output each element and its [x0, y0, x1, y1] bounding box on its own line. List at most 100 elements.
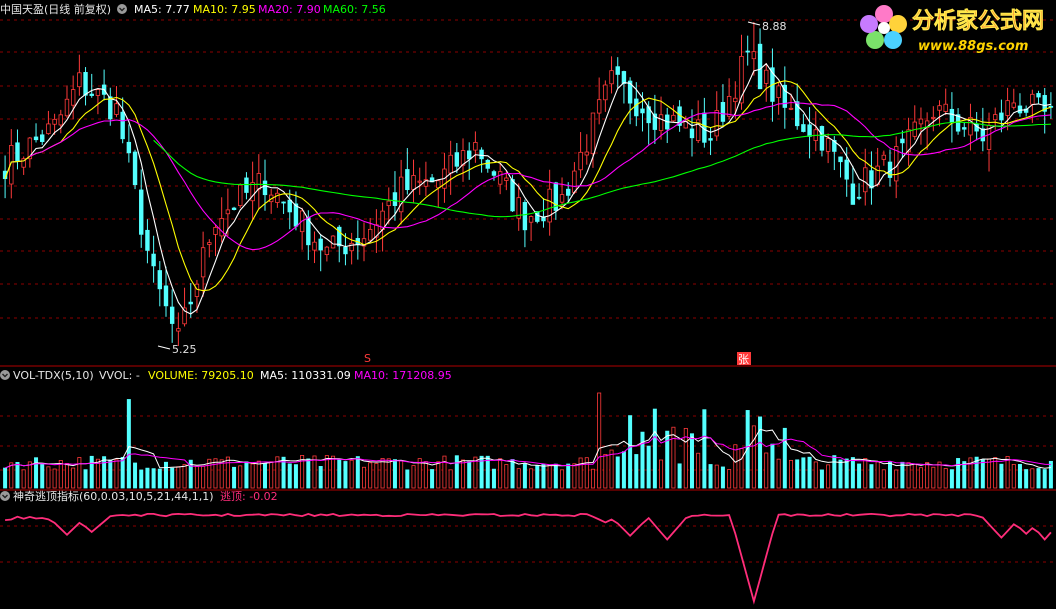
volume-bar: [170, 467, 175, 489]
volume-bar: [15, 461, 20, 489]
volume-bar: [9, 462, 14, 489]
candle-body: [343, 246, 348, 255]
volume-bar: [40, 463, 45, 489]
volume-bar: [844, 458, 849, 489]
volume-bar: [597, 392, 602, 489]
volume-bar: [912, 463, 917, 489]
volume-bar: [1036, 468, 1041, 489]
candle-body: [330, 235, 336, 249]
volume-bar: [108, 459, 113, 489]
candle-body: [720, 102, 726, 122]
volume-bar: [46, 466, 51, 489]
indicator-settings-circle-icon[interactable]: [0, 491, 10, 501]
candle-body: [250, 182, 255, 202]
candle-body: [559, 194, 565, 203]
volume-bar: [188, 459, 193, 489]
volume-bar: [987, 458, 992, 489]
candle-body: [652, 113, 658, 130]
volume-bar: [343, 461, 348, 489]
candle-body: [504, 177, 509, 181]
volume-bar: [646, 445, 651, 489]
candle-body: [77, 72, 82, 88]
candle-body: [392, 192, 398, 206]
candle-body: [695, 119, 701, 141]
volume-bar: [857, 463, 862, 489]
volume-bar: [547, 464, 552, 489]
volume-settings-circle-icon[interactable]: [0, 370, 10, 380]
volume-bar: [1030, 468, 1035, 489]
high-annotation: 8.88: [747, 20, 787, 33]
volume-bar: [522, 463, 527, 489]
candle-body: [40, 134, 45, 142]
marker-zhang[interactable]: 张: [738, 353, 749, 366]
watermark-logo: 分析家公式网 www.88gs.com: [860, 5, 1044, 54]
candle-body: [918, 118, 924, 125]
volume-bar: [776, 458, 781, 489]
candle-body: [479, 149, 484, 160]
volume-bar: [151, 468, 156, 489]
candle-body: [634, 98, 639, 117]
volume-bar: [634, 454, 639, 489]
candle-body: [838, 156, 843, 163]
volume-bar: [126, 399, 131, 489]
candle-body: [485, 159, 490, 169]
volume-bar: [417, 458, 422, 489]
ma60-label: MA60: 7.56: [323, 3, 386, 16]
volume-bar: [182, 464, 187, 489]
volume-bar: [102, 456, 107, 489]
candle-body: [52, 118, 57, 125]
volume-bar: [64, 463, 69, 489]
volume-bar: [1048, 460, 1053, 489]
candle-body: [194, 283, 200, 297]
volume-bar: [225, 456, 230, 489]
candle-body: [182, 307, 187, 325]
moving-average-lines: [4, 62, 1052, 315]
candle-body: [640, 108, 645, 114]
volume-bar: [764, 452, 769, 489]
volume-bar: [430, 469, 435, 489]
volume-ma-lines: [4, 428, 1051, 469]
flower-icon: [860, 5, 907, 49]
volume-bar: [578, 457, 583, 489]
volume-bar: [813, 461, 818, 489]
volume-bar: [21, 469, 26, 489]
candle-body: [176, 328, 181, 332]
volume-bar: [553, 463, 558, 489]
marker-s[interactable]: S: [364, 352, 371, 365]
candle-body: [627, 80, 633, 104]
candle-body: [27, 137, 33, 160]
volume-bar: [869, 464, 874, 489]
volume-bar: [696, 452, 701, 489]
candle-body: [460, 150, 466, 166]
candle-body: [794, 101, 800, 127]
volume-bar: [529, 468, 534, 489]
volume-bar: [399, 460, 404, 489]
volume-bar: [312, 455, 317, 489]
candle-body: [726, 96, 732, 117]
settings-circle-icon[interactable]: [117, 4, 127, 14]
candle-body: [609, 70, 614, 85]
volume-bar: [652, 408, 657, 489]
candle-body: [417, 180, 422, 183]
chevron-down-icon: [2, 494, 8, 499]
candle-body: [547, 188, 552, 223]
candle-body: [596, 99, 602, 114]
candle-body: [287, 199, 292, 213]
volume-bar: [269, 461, 274, 489]
candle-body: [671, 114, 676, 122]
volume-bar: [659, 459, 664, 489]
candle-body: [33, 136, 39, 141]
volume-bar: [411, 465, 416, 489]
volume-bar: [219, 459, 224, 489]
candle-body: [894, 146, 899, 182]
ma10-label: MA10: 7.95: [193, 3, 256, 16]
volume-bar: [974, 456, 979, 489]
volume-panel-header: VOL-TDX(5,10) VVOL: - VOLUME: 79205.10 M…: [0, 369, 452, 382]
chevron-down-icon: [119, 7, 125, 12]
candle-body: [980, 128, 986, 142]
volume-bar: [250, 463, 255, 489]
volume-bar: [306, 458, 311, 489]
candle-body: [572, 170, 577, 193]
candle-body: [219, 218, 224, 237]
